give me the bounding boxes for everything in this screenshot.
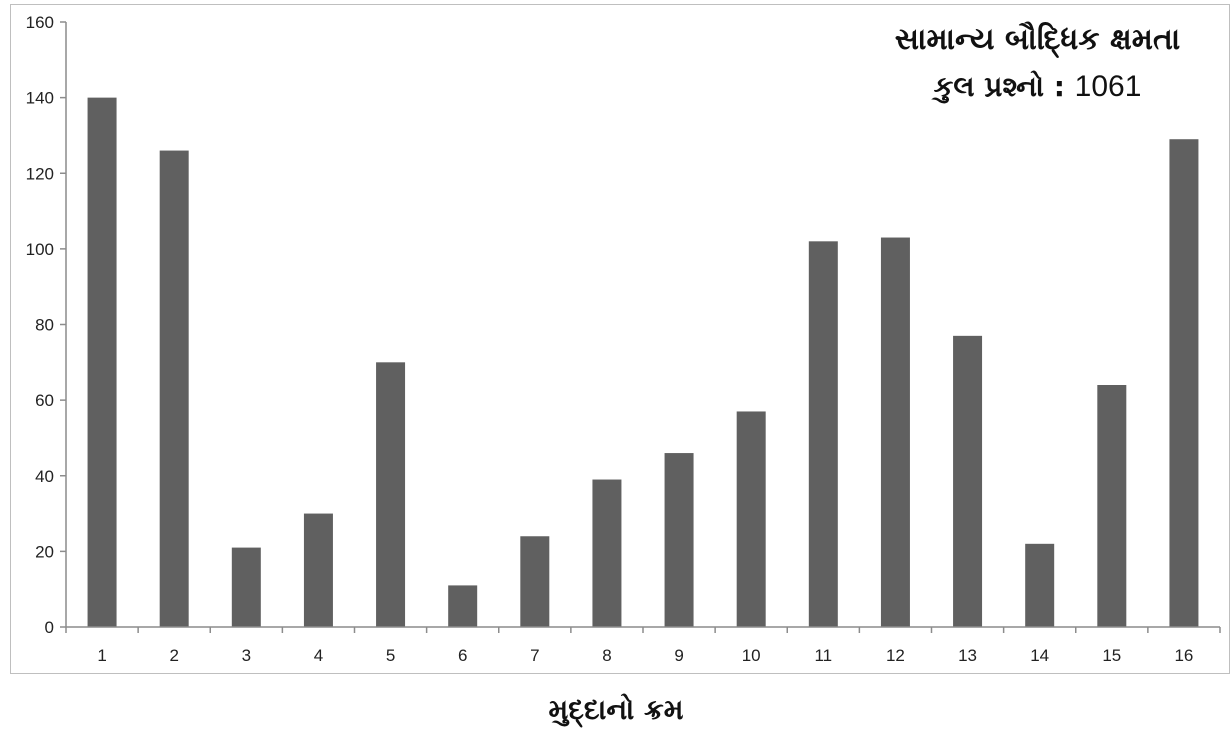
chart-title: સામાન્ય બૌદ્ધિક ક્ષમતા: [894, 22, 1181, 57]
bars: [87, 97, 1199, 627]
x-tick-label: 2: [169, 646, 178, 665]
bar-3: [231, 547, 261, 627]
x-axis-ticks: 1 2 3 4 5 6 7 8 9 10 11 12 13 14 15 16: [65, 627, 1221, 665]
x-tick-label: 16: [1174, 646, 1193, 665]
chart-subtitle: કુલ પ્રશ્નો : 1061: [855, 68, 1220, 106]
x-tick-label: 4: [314, 646, 323, 665]
total-questions-count: 1061: [1074, 70, 1142, 103]
x-tick-label: 3: [242, 646, 251, 665]
bar-8: [592, 479, 622, 627]
bar-9: [664, 453, 694, 627]
bar-10: [736, 411, 766, 627]
x-tick-label: 5: [386, 646, 395, 665]
y-tick-label: 80: [35, 316, 54, 335]
bar-12: [880, 237, 910, 627]
bar-16: [1169, 139, 1199, 627]
bar-4: [303, 513, 333, 627]
y-tick-label: 40: [35, 467, 54, 486]
x-tick-label: 14: [1030, 646, 1049, 665]
bar-6: [448, 585, 478, 627]
bar-11: [808, 241, 838, 627]
x-tick-label: 13: [958, 646, 977, 665]
y-tick-label: 140: [26, 89, 54, 108]
bar-14: [1025, 543, 1055, 627]
x-tick-label: 9: [674, 646, 683, 665]
y-tick-label: 160: [26, 13, 54, 32]
subtitle-label: કુલ પ્રશ્નો :: [933, 70, 1065, 103]
y-tick-label: 20: [35, 542, 54, 561]
bar-13: [953, 335, 983, 627]
y-tick-label: 60: [35, 391, 54, 410]
x-tick-label: 6: [458, 646, 467, 665]
bar-5: [376, 362, 406, 627]
y-axis-ticks: 0 20 40 60 80 100 120 140 160: [26, 13, 66, 637]
x-axis-title: મુદ્દાનો ક્રમ: [548, 693, 684, 726]
x-tick-label: 1: [97, 646, 106, 665]
bar-2: [159, 150, 189, 627]
x-tick-label: 7: [530, 646, 539, 665]
x-tick-label: 12: [886, 646, 905, 665]
bar-15: [1097, 385, 1127, 627]
x-tick-label: 15: [1102, 646, 1121, 665]
y-tick-label: 0: [45, 618, 54, 637]
y-tick-label: 120: [26, 164, 54, 183]
bar-7: [520, 536, 550, 627]
y-tick-label: 100: [26, 240, 54, 259]
x-tick-label: 10: [742, 646, 761, 665]
x-tick-label: 11: [814, 646, 832, 665]
bar-1: [87, 97, 117, 627]
x-tick-label: 8: [602, 646, 611, 665]
